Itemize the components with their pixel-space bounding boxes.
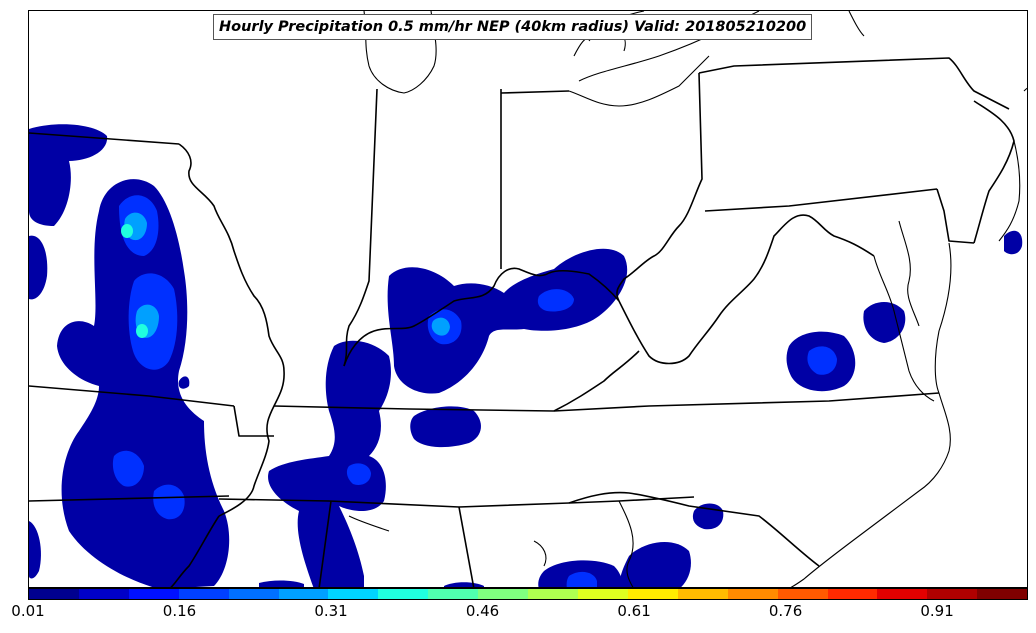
colorbar-segment [378, 589, 429, 599]
colorbar-segment [577, 589, 628, 599]
colorbar-segment [627, 589, 678, 599]
precip-field [29, 124, 1023, 587]
border-tn-south [218, 496, 695, 508]
colorbar-segment [727, 589, 778, 599]
border-al-ga [458, 506, 475, 587]
precip-blob-west-edge-2 [29, 235, 48, 300]
border-wv-va [618, 214, 875, 365]
colorbar-segment [428, 589, 479, 599]
nj-coast [998, 140, 1021, 242]
precip-mid-ark-s [112, 450, 144, 487]
colorbar-segment [528, 589, 578, 599]
border-pa-north [698, 57, 1010, 110]
lake-michigan-shore [363, 11, 437, 94]
colorbar [28, 588, 1028, 600]
border-ms-al [318, 500, 332, 587]
precip-blob-ms-small [259, 580, 304, 587]
precip-blob-tn-w [268, 340, 391, 587]
border-ohio-north [500, 90, 570, 94]
colorbar-tick-label: 0.91 [920, 602, 954, 620]
colorbar-segment [927, 589, 978, 599]
colorbar-segment [478, 589, 529, 599]
map-title-box: Hourly Precipitation 0.5 mm/hr NEP (40km… [213, 14, 813, 40]
border-ky-va-south [553, 350, 640, 412]
map-title: Hourly Precipitation 0.5 mm/hr NEP (40km… [219, 19, 807, 35]
border-pa-south [704, 188, 938, 212]
precip-blob-tn-central [410, 406, 481, 448]
border-ky-tn-va [273, 392, 940, 412]
colorbar-segment [777, 589, 828, 599]
colorbar-tick-label: 0.46 [465, 602, 500, 620]
border-nj [973, 100, 1015, 244]
colorbar-segment [827, 589, 878, 599]
colorbar-segment [677, 589, 728, 599]
delmarva-coast [934, 242, 952, 394]
colorbar-tick-label: 0.31 [314, 602, 348, 620]
precip-blob-nj [1004, 230, 1023, 255]
precip-mid-tn [346, 463, 371, 485]
border-nc-sc [568, 491, 820, 567]
colorbar-tick-label: 0.16 [162, 602, 197, 620]
precipitation-map [29, 11, 1027, 587]
precip-mid-lower-ark [153, 484, 185, 520]
precip-high-ky [431, 317, 450, 336]
long-island [1023, 87, 1027, 92]
colorbar-segment [877, 589, 928, 599]
border-ohio-pa [616, 72, 703, 302]
border-ok-ar [29, 385, 235, 407]
border-mo-ia [29, 132, 180, 145]
border-mississippi-river-upper [178, 143, 285, 517]
lake-huron [848, 11, 865, 37]
georgia-coast [618, 500, 634, 587]
colorbar-tick-label: 0.61 [617, 602, 651, 620]
colorbar-segment [128, 589, 179, 599]
border-ar-la [29, 495, 230, 502]
alabama-coast [533, 540, 547, 567]
nc-coast [790, 392, 951, 587]
colorbar-tick-label: 0.01 [11, 602, 45, 620]
precip-blob-west-edge [29, 124, 108, 226]
map-panel [28, 10, 1028, 588]
precip-mid-ky-e [537, 289, 574, 312]
border-ms-river-lower [170, 515, 220, 587]
precip-peak-ark-n [121, 224, 133, 238]
chesapeake-bay [873, 255, 935, 402]
lake-erie-shore [568, 55, 710, 107]
colorbar-segment [228, 589, 279, 599]
precip-blob-sc [619, 541, 691, 587]
colorbar-segment [29, 589, 79, 599]
colorbar-segment [278, 589, 329, 599]
precip-blob-md [863, 302, 906, 343]
colorbar-segment [977, 589, 1028, 599]
border-illinois-indiana [343, 88, 378, 367]
precip-blob-sw-edge [29, 521, 41, 579]
border-il-ky-ohio-river [343, 267, 620, 367]
precip-mid-ga [566, 571, 597, 587]
colorbar-segment [178, 589, 229, 599]
colorbar-segment [328, 589, 379, 599]
gulf-coast-ms [348, 515, 390, 532]
state-borders [29, 57, 1015, 587]
border-missouri-bootheel [233, 405, 274, 437]
precip-blob-small-ark [178, 376, 190, 389]
precip-blob-arkansas-band [57, 179, 230, 587]
precip-mid-va [807, 346, 837, 375]
colorbar-segment [78, 589, 129, 599]
border-de-md [936, 188, 975, 244]
colorbar-tick-label: 0.76 [768, 602, 803, 620]
precip-field-peak [121, 224, 148, 338]
chesapeake-inner [898, 220, 920, 327]
precip-blob-kentucky-band [387, 248, 628, 394]
precip-peak-ark-c [136, 324, 148, 338]
